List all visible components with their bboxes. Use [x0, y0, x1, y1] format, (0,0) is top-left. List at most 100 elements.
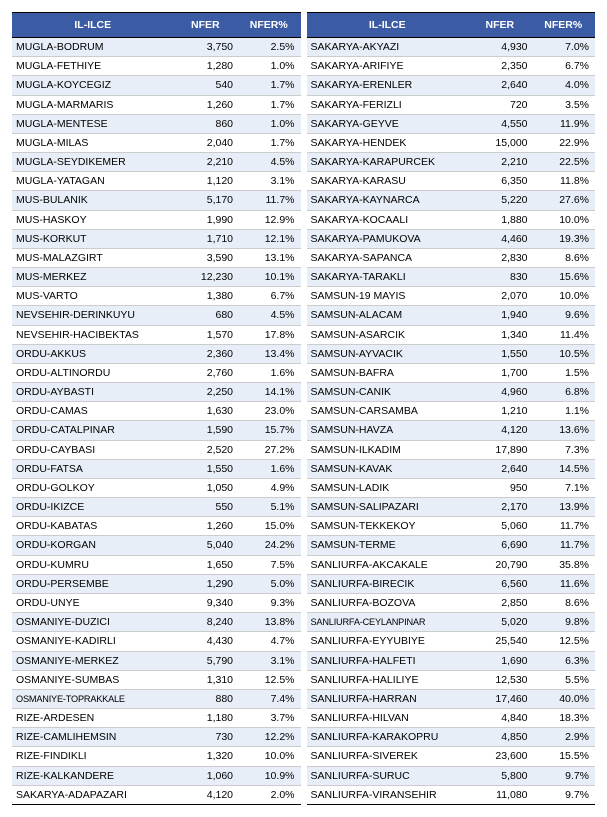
cell-nfer-pct: 24.2% — [237, 536, 300, 555]
cell-ililce: SAKARYA-GEYVE — [307, 114, 469, 133]
table-row: SAMSUN-CARSAMBA1,2101.1% — [307, 402, 596, 421]
cell-ililce: SANLIURFA-BIRECIK — [307, 574, 469, 593]
cell-ililce: SAMSUN-ILKADIM — [307, 440, 469, 459]
cell-nfer: 1,880 — [468, 210, 531, 229]
cell-ililce: SAKARYA-PAMUKOVA — [307, 229, 469, 248]
cell-nfer-pct: 1.7% — [237, 95, 300, 114]
cell-nfer: 730 — [174, 728, 237, 747]
table-row: SAMSUN-ALACAM1,9409.6% — [307, 306, 596, 325]
cell-nfer-pct: 4.0% — [532, 76, 595, 95]
cell-nfer-pct: 1.1% — [532, 402, 595, 421]
header-nfer: NFER — [174, 13, 237, 38]
cell-ililce: ORDU-CAMAS — [12, 402, 174, 421]
table-row: SAKARYA-TARAKLI83015.6% — [307, 268, 596, 287]
cell-nfer-pct: 19.3% — [532, 229, 595, 248]
cell-ililce: OSMANIYE-TOPRAKKALE — [12, 689, 174, 708]
cell-nfer: 2,040 — [174, 133, 237, 152]
cell-nfer-pct: 12.5% — [237, 670, 300, 689]
cell-nfer-pct: 8.6% — [532, 248, 595, 267]
cell-ililce: MUGLA-KOYCEGIZ — [12, 76, 174, 95]
table-row: MUS-BULANIK5,17011.7% — [12, 191, 301, 210]
cell-nfer-pct: 1.0% — [237, 57, 300, 76]
header-row: IL-ILCE NFER NFER% — [12, 13, 301, 38]
cell-nfer-pct: 4.7% — [237, 632, 300, 651]
table-row: MUS-VARTO1,3806.7% — [12, 287, 301, 306]
table-row: SANLIURFA-AKCAKALE20,79035.8% — [307, 555, 596, 574]
tables-container: IL-ILCE NFER NFER% MUGLA-BODRUM3,7502.5%… — [12, 12, 595, 805]
cell-nfer: 6,560 — [468, 574, 531, 593]
cell-nfer-pct: 35.8% — [532, 555, 595, 574]
cell-nfer-pct: 6.3% — [532, 651, 595, 670]
cell-nfer: 12,530 — [468, 670, 531, 689]
cell-nfer: 8,240 — [174, 613, 237, 632]
cell-nfer-pct: 11.8% — [532, 172, 595, 191]
cell-nfer: 6,690 — [468, 536, 531, 555]
cell-nfer: 5,170 — [174, 191, 237, 210]
cell-nfer: 720 — [468, 95, 531, 114]
cell-nfer-pct: 4.5% — [237, 306, 300, 325]
header-ililce: IL-ILCE — [307, 13, 469, 38]
cell-ililce: MUGLA-MILAS — [12, 133, 174, 152]
table-row: NEVSEHIR-HACIBEKTAS1,57017.8% — [12, 325, 301, 344]
cell-nfer-pct: 40.0% — [532, 689, 595, 708]
cell-nfer: 1,260 — [174, 95, 237, 114]
cell-ililce: SANLIURFA-CEYLANPINAR — [307, 613, 469, 632]
table-row: SANLIURFA-EYYUBIYE25,54012.5% — [307, 632, 596, 651]
table-row: SAMSUN-BAFRA1,7001.5% — [307, 363, 596, 382]
cell-ililce: RIZE-KALKANDERE — [12, 766, 174, 785]
cell-ililce: SAKARYA-KARAPURCEK — [307, 153, 469, 172]
table-row: OSMANIYE-SUMBAS1,31012.5% — [12, 670, 301, 689]
table-row: MUGLA-MILAS2,0401.7% — [12, 133, 301, 152]
cell-nfer: 1,710 — [174, 229, 237, 248]
table-row: OSMANIYE-DUZICI8,24013.8% — [12, 613, 301, 632]
table-row: ORDU-KABATAS1,26015.0% — [12, 517, 301, 536]
table-row: ORDU-PERSEMBE1,2905.0% — [12, 574, 301, 593]
table-row: SAKARYA-AKYAZI4,9307.0% — [307, 38, 596, 57]
cell-ililce: SANLIURFA-BOZOVA — [307, 593, 469, 612]
cell-nfer: 4,120 — [468, 421, 531, 440]
cell-ililce: ORDU-IKIZCE — [12, 498, 174, 517]
cell-ililce: RIZE-ARDESEN — [12, 709, 174, 728]
cell-nfer: 5,790 — [174, 651, 237, 670]
table-row: OSMANIYE-KADIRLI4,4304.7% — [12, 632, 301, 651]
cell-nfer-pct: 15.0% — [237, 517, 300, 536]
table-row: MUS-KORKUT1,71012.1% — [12, 229, 301, 248]
cell-nfer: 1,570 — [174, 325, 237, 344]
cell-nfer-pct: 11.6% — [532, 574, 595, 593]
cell-nfer-pct: 9.7% — [532, 785, 595, 804]
cell-nfer: 23,600 — [468, 747, 531, 766]
cell-ililce: SAMSUN-BAFRA — [307, 363, 469, 382]
cell-nfer: 1,210 — [468, 402, 531, 421]
cell-nfer-pct: 18.3% — [532, 709, 595, 728]
cell-ililce: SAKARYA-TARAKLI — [307, 268, 469, 287]
cell-nfer: 1,260 — [174, 517, 237, 536]
cell-nfer: 1,550 — [174, 459, 237, 478]
cell-nfer: 3,590 — [174, 248, 237, 267]
table-row: ORDU-GOLKOY1,0504.9% — [12, 478, 301, 497]
cell-nfer: 2,170 — [468, 498, 531, 517]
cell-nfer-pct: 1.0% — [237, 114, 300, 133]
cell-nfer-pct: 4.9% — [237, 478, 300, 497]
table-row: SANLIURFA-KARAKOPRU4,8502.9% — [307, 728, 596, 747]
cell-ililce: SAKARYA-KOCAALI — [307, 210, 469, 229]
cell-ililce: SANLIURFA-VIRANSEHIR — [307, 785, 469, 804]
cell-ililce: MUS-HASKOY — [12, 210, 174, 229]
cell-nfer-pct: 7.5% — [237, 555, 300, 574]
cell-ililce: ORDU-PERSEMBE — [12, 574, 174, 593]
right-table: IL-ILCE NFER NFER% SAKARYA-AKYAZI4,9307.… — [307, 12, 596, 805]
cell-nfer: 11,080 — [468, 785, 531, 804]
table-row: SANLIURFA-HARRAN17,46040.0% — [307, 689, 596, 708]
cell-nfer: 1,060 — [174, 766, 237, 785]
cell-nfer: 5,800 — [468, 766, 531, 785]
table-row: OSMANIYE-MERKEZ5,7903.1% — [12, 651, 301, 670]
cell-nfer: 4,840 — [468, 709, 531, 728]
cell-ililce: OSMANIYE-DUZICI — [12, 613, 174, 632]
table-row: SAKARYA-ARIFIYE2,3506.7% — [307, 57, 596, 76]
cell-nfer: 1,940 — [468, 306, 531, 325]
cell-nfer-pct: 4.5% — [237, 153, 300, 172]
table-row: MUS-MERKEZ12,23010.1% — [12, 268, 301, 287]
cell-nfer-pct: 7.3% — [532, 440, 595, 459]
cell-nfer: 5,060 — [468, 517, 531, 536]
table-row: ORDU-FATSA1,5501.6% — [12, 459, 301, 478]
cell-nfer: 880 — [174, 689, 237, 708]
